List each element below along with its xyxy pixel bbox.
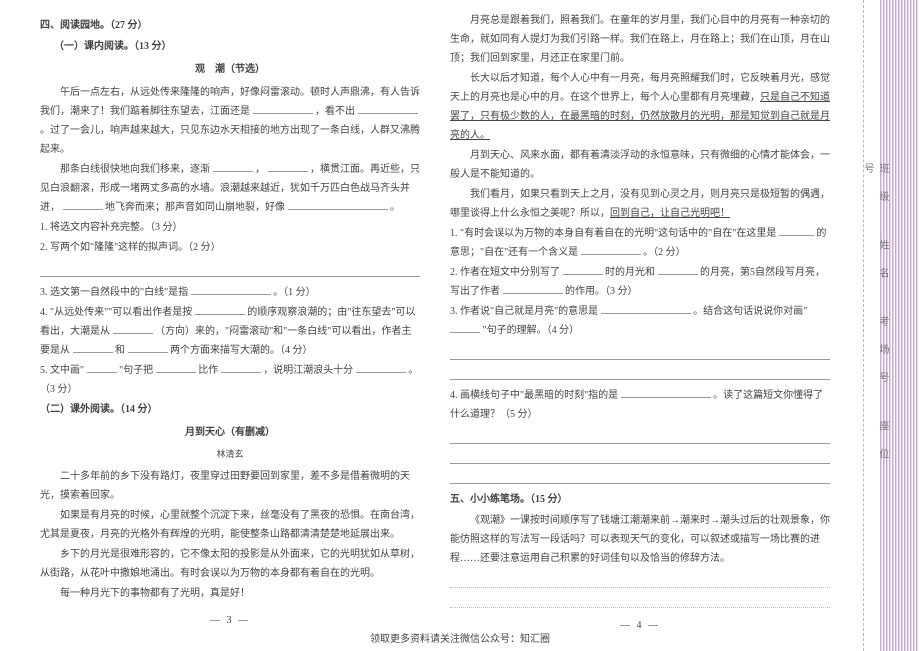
- rq3a: 3. 作者说"自己就是月亮"的意思是: [450, 306, 598, 317]
- rq3b: 。结合这句话说说你对画": [693, 306, 807, 317]
- sub2-head: （二）课外阅读。（14 分）: [40, 400, 420, 419]
- q3: 3. 选文第一自然段中的"白线"是指 。（1 分）: [40, 283, 420, 302]
- section4-head: 四、阅读园地。（27 分）: [40, 16, 420, 35]
- blank: [253, 103, 313, 114]
- writing-line: [450, 594, 830, 608]
- blank: [601, 303, 691, 314]
- rq3c: "句子的理解。（4 分）: [483, 325, 580, 336]
- rq4a: 4. 画横线句子中"最黑暗的时刻"指的是: [450, 390, 618, 401]
- q5c: 比作: [198, 365, 218, 376]
- rq2: 2. 作者在短文中分别写了 时的月光和 的月亮，第5自然段写月亮，写出了作者 的…: [450, 263, 830, 301]
- blank: [221, 362, 261, 373]
- answer-line: [40, 263, 420, 277]
- title-yue: 月到天心（有删减）: [40, 423, 420, 442]
- q1: 1. 将选文内容补充完整。（3 分）: [40, 218, 420, 237]
- q5: 5. 文中画" "句子把 比作 ，说明江潮浪头十分 。（3 分）: [40, 361, 420, 399]
- page-wrap: 四、阅读园地。（27 分） （一）课内阅读。（13 分） 观 潮（节选） 午后一…: [0, 0, 920, 651]
- p2b: ，: [255, 164, 265, 175]
- answer-line: [450, 430, 830, 444]
- p1b: ，看不出: [315, 106, 355, 117]
- blank: [581, 244, 641, 255]
- blank: [503, 283, 563, 294]
- q3a: 3. 选文第一自然段中的"白线"是指: [40, 287, 188, 298]
- blank: [87, 362, 117, 373]
- blank: [563, 264, 603, 275]
- blank: [356, 362, 406, 373]
- para2: 那条白线很快地向我们移来，逐渐 ， ，横贯江面。再近些，只见白浪翻滚，形成一堵两…: [40, 160, 420, 217]
- blank: [191, 284, 271, 295]
- rq1a: 1. "有时会误以为万物的本身自有着自在的光明"这句话中的"自在"在这里是: [450, 228, 776, 239]
- blank: [621, 387, 711, 398]
- rp4: 我们看月，如果只看到天上之月，没有见到心灵之月，则月亮只是极短暂的偶遇，哪里谈得…: [450, 185, 830, 223]
- rq3: 3. 作者说"自己就是月亮"的意思是 。结合这句话说说你对画" "句子的理解。（…: [450, 302, 830, 340]
- q5b: "句子把: [119, 365, 153, 376]
- q5a: 5. 文中画": [40, 365, 84, 376]
- p4: 如果是有月亮的时候，心里就整个沉淀下来，丝毫没有了黑夜的恐惧。在南台湾，尤其是夏…: [40, 506, 420, 544]
- para1: 午后一点左右，从远处传来隆隆的响声，好像闷雷滚动。顿时人声鼎沸，有人告诉我们，潮…: [40, 83, 420, 159]
- p6: 每一种月光下的事物都有了光明，真是好！: [40, 584, 420, 603]
- answer-line: [450, 450, 830, 464]
- rq1c: 。（2 分）: [643, 247, 686, 258]
- q3b: 。（1 分）: [273, 287, 316, 298]
- blank: [128, 342, 168, 353]
- rp2: 长大以后才知道，每个人心中有一月亮，每月亮照耀我们时，它反映着月光，感觉天上的月…: [450, 69, 830, 145]
- blank: [288, 199, 388, 210]
- p2e: 。: [390, 202, 400, 213]
- left-column: 四、阅读园地。（27 分） （一）课内阅读。（13 分） 观 潮（节选） 午后一…: [30, 10, 430, 651]
- blank: [213, 161, 253, 172]
- writing-line: [450, 574, 830, 588]
- blank: [779, 225, 814, 236]
- rp5: 《观潮》一课按时间顺序写了钱塘江潮潮来前→潮来时→潮头过后的壮观景象，你能仿照这…: [450, 511, 830, 568]
- answer-line: [450, 470, 830, 484]
- q4d: 和: [115, 345, 125, 356]
- rq2b: 时的月光和: [605, 267, 655, 278]
- rp4b-u: 回到自己，让自己光明吧！: [610, 208, 730, 219]
- blank: [195, 304, 245, 315]
- binding-strip: 班级 姓名 考场号 座位号: [860, 0, 920, 651]
- blank: [156, 362, 196, 373]
- rq4: 4. 画横线句子中"最黑暗的时刻"指的是 。读了这篇短文你懂得了什么道理？（5 …: [450, 386, 830, 424]
- rq2a: 2. 作者在短文中分别写了: [450, 267, 560, 278]
- blank: [358, 103, 418, 114]
- rp1: 月亮总是跟着我们，照着我们。在童年的岁月里，我们心目中的月亮有一种亲切的生命，就…: [450, 11, 830, 68]
- binding-text: 班级 姓名 考场号 座位号: [860, 163, 890, 489]
- q4a: 4. "从远处传来""可以看出作者是按: [40, 307, 192, 318]
- blank: [113, 323, 153, 334]
- answer-line: [450, 366, 830, 380]
- binding-labels: 班级 姓名 考场号 座位号: [860, 0, 880, 651]
- p3: 二十多年前的乡下没有路灯，夜里穿过田野要回到家里，差不多是借着微明的天光，摸索着…: [40, 467, 420, 505]
- blank: [73, 342, 113, 353]
- author: 林清玄: [40, 446, 420, 463]
- q2: 2. 写两个如"隆隆"这样的拟声词。（2 分）: [40, 238, 420, 257]
- page-num-3: — 3 —: [40, 611, 420, 630]
- rq2d: 的作用。（3 分）: [565, 286, 638, 297]
- blank: [658, 264, 698, 275]
- footer-text: 领取更多资料请关注微信公众号：知汇圈: [0, 630, 920, 645]
- section5-head: 五、小小练笔场。（15 分）: [450, 490, 830, 509]
- rp3: 月到天心、风来水面，都有着清淡浮动的永恒意味，只有微细的心情才能体会，一般人是不…: [450, 146, 830, 184]
- p2d: 地飞奔而来；那声音如同山崩地裂，好像: [105, 202, 285, 213]
- p2a: 那条白线很快地向我们移来，逐渐: [60, 164, 210, 175]
- rq1: 1. "有时会误以为万物的本身自有着自在的光明"这句话中的"自在"在这里是 的意…: [450, 224, 830, 262]
- q4e: 两个方面来描写大潮的。（4 分）: [170, 345, 313, 356]
- blank: [450, 322, 480, 333]
- right-column: 月亮总是跟着我们，照着我们。在童年的岁月里，我们心目中的月亮有一种亲切的生命，就…: [440, 10, 840, 651]
- title-guanchao: 观 潮（节选）: [40, 60, 420, 79]
- blank: [268, 161, 308, 172]
- p5: 乡下的月光是很难形容的，它不像太阳的投影是从外面来，它的光明犹如从草树，从街路，…: [40, 545, 420, 583]
- blank: [63, 199, 103, 210]
- answer-line: [450, 346, 830, 360]
- p1c: 。过了一会儿，响声越来越大，只见东边水天相接的地方出现了一条白线，人群又沸腾起来…: [40, 125, 420, 155]
- q5d: ，说明江潮浪头十分: [263, 365, 353, 376]
- sub1-head: （一）课内阅读。（13 分）: [54, 37, 420, 56]
- q4: 4. "从远处传来""可以看出作者是按 的顺序观察浪潮的；由"往东望去"可以看出…: [40, 303, 420, 360]
